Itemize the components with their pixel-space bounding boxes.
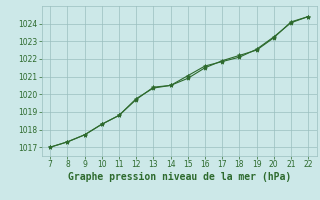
X-axis label: Graphe pression niveau de la mer (hPa): Graphe pression niveau de la mer (hPa): [68, 172, 291, 182]
